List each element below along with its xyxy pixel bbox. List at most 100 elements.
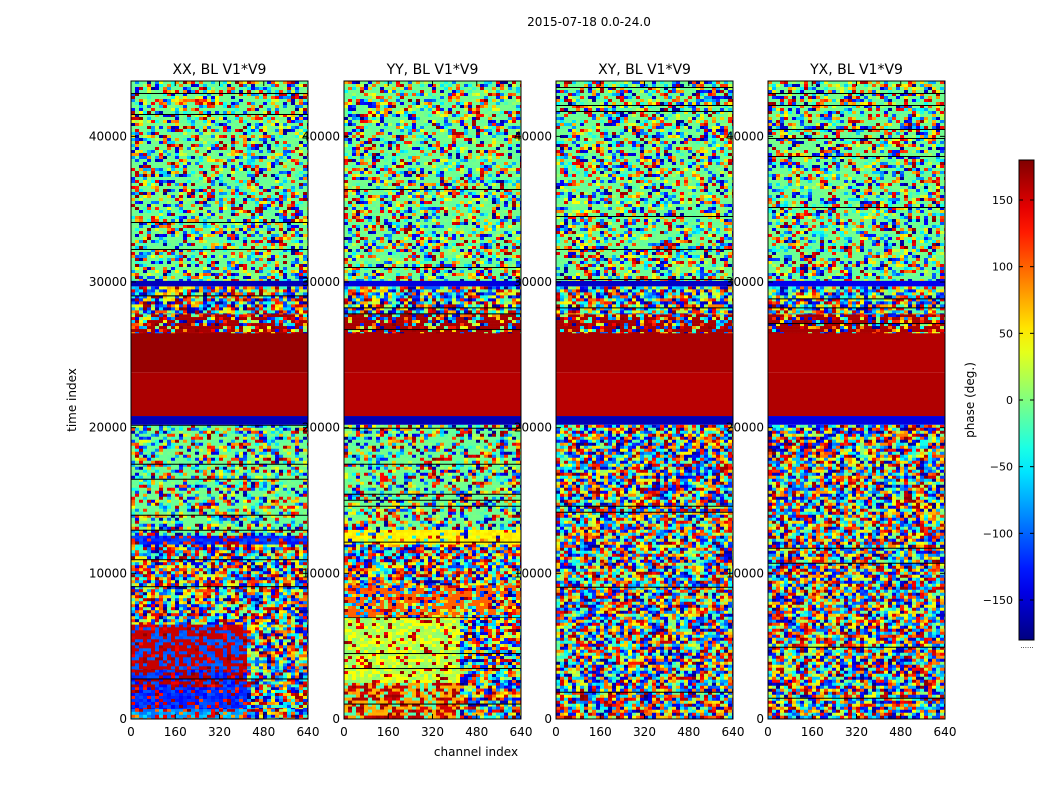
heatmap-cell — [291, 475, 296, 480]
heatmap-cell — [183, 571, 188, 575]
heatmap-cell — [171, 526, 176, 531]
heatmap-cell — [271, 607, 276, 611]
heatmap-cell — [279, 532, 284, 536]
heatmap-cell — [263, 568, 268, 572]
heatmap-cell — [227, 517, 232, 522]
heatmap-cell — [251, 619, 256, 623]
heatmap-cell — [291, 666, 296, 670]
heatmap-cell — [295, 622, 300, 625]
heatmap-cell — [227, 559, 232, 563]
heatmap-cell — [215, 607, 220, 611]
heatmap-cell — [187, 654, 192, 658]
heatmap-cell — [287, 681, 292, 685]
heatmap-cell — [135, 323, 140, 327]
heatmap-cell — [207, 326, 212, 330]
heatmap-cell — [159, 574, 164, 578]
heatmap-cell — [259, 559, 264, 563]
heatmap-cell — [151, 499, 156, 504]
heatmap-cell — [239, 636, 244, 640]
heatmap-cell — [299, 708, 304, 713]
heatmap-cell — [215, 317, 220, 321]
heatmap-cell — [179, 586, 184, 590]
heatmap-cell — [239, 329, 244, 333]
heatmap-cell — [151, 639, 156, 643]
heatmap-cell — [295, 496, 300, 501]
heatmap-cell — [243, 675, 248, 679]
heatmap-cell — [147, 717, 152, 719]
heatmap-cell — [143, 672, 148, 676]
heatmap-cell — [135, 326, 140, 330]
heatmap-cell — [279, 630, 284, 634]
heatmap-cell — [239, 698, 244, 703]
heatmap-cell — [243, 424, 248, 429]
heatmap-cell — [179, 484, 184, 489]
heatmap-cell — [159, 320, 164, 324]
heatmap-cell — [283, 454, 288, 459]
heatmap-cell — [255, 613, 260, 617]
heatmap-cell — [143, 532, 148, 536]
heatmap-cell — [195, 619, 200, 623]
heatmap-cell — [243, 627, 248, 631]
heatmap-cell — [255, 490, 260, 495]
heatmap-cell — [267, 514, 272, 519]
heatmap-cell — [131, 574, 136, 578]
heatmap-cell — [147, 669, 152, 673]
heatmap-cell — [263, 451, 268, 456]
heatmap-cell — [295, 550, 300, 554]
heatmap-cell — [247, 442, 252, 447]
heatmap-cell — [147, 624, 152, 628]
heatmap-cell — [187, 589, 192, 593]
heatmap-cell — [267, 701, 272, 706]
heatmap-cell — [299, 430, 304, 435]
heatmap-cell — [231, 484, 236, 489]
heatmap-cell — [167, 433, 172, 438]
heatmap-cell — [267, 704, 272, 709]
heatmap-cell — [191, 463, 196, 468]
heatmap-cell — [139, 463, 144, 468]
heatmap-cell — [143, 553, 148, 557]
heatmap-cell — [299, 574, 304, 578]
heatmap-cell — [251, 654, 256, 658]
heatmap-cell — [223, 523, 228, 528]
heatmap-cell — [231, 320, 236, 324]
heatmap-cell — [223, 424, 228, 429]
heatmap-cell — [227, 286, 232, 290]
heatmap-cell — [243, 669, 248, 673]
heatmap-cell — [271, 544, 276, 548]
heatmap-cell — [187, 445, 192, 450]
heatmap-cell — [191, 442, 196, 447]
heatmap-cell — [291, 714, 296, 719]
heatmap-cell — [263, 657, 268, 661]
heatmap-cell — [275, 317, 280, 321]
heatmap-cell — [179, 565, 184, 569]
heatmap-cell — [167, 454, 172, 459]
heatmap-cell — [255, 553, 260, 557]
heatmap-cell — [243, 478, 248, 483]
heatmap-cell — [239, 553, 244, 557]
heatmap-cell — [211, 445, 216, 450]
heatmap-cell — [219, 695, 224, 700]
heatmap-cell — [135, 686, 140, 691]
heatmap-cell — [175, 427, 180, 432]
heatmap-cell — [191, 484, 196, 489]
heatmap-cell — [255, 648, 260, 652]
heatmap-cell — [139, 586, 144, 590]
heatmap-cell — [147, 574, 152, 578]
heatmap-cell — [279, 481, 284, 486]
heatmap-cell — [295, 436, 300, 441]
heatmap-cell — [183, 562, 188, 566]
heatmap-cell — [163, 442, 168, 447]
heatmap-cell — [287, 499, 292, 504]
heatmap-cell — [235, 610, 240, 614]
heatmap-cell — [139, 684, 144, 688]
heatmap-cell — [139, 448, 144, 453]
heatmap-cell — [179, 520, 184, 525]
heatmap-cell — [147, 610, 152, 614]
heatmap-cell — [207, 604, 212, 608]
heatmap-cell — [235, 460, 240, 465]
heatmap-cell — [215, 478, 220, 483]
heatmap-cell — [167, 529, 172, 534]
heatmap-cell — [139, 595, 144, 599]
heatmap-cell — [191, 323, 196, 327]
heatmap-cell — [131, 686, 136, 691]
